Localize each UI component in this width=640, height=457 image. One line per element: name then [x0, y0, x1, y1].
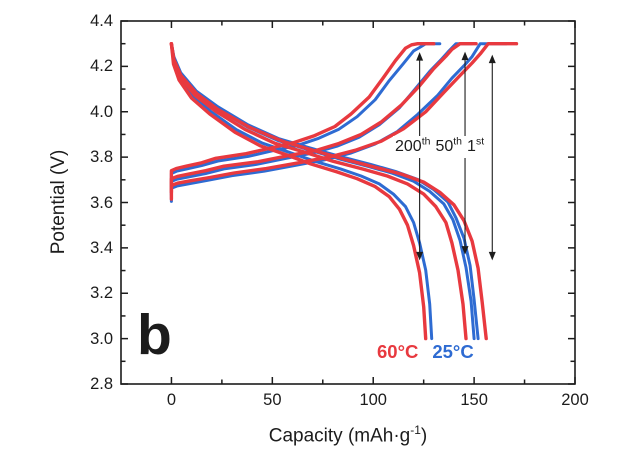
cycle-label-1st: 1st: [467, 136, 485, 156]
y-tick-label: 3.2: [90, 284, 113, 303]
curve-60C-1st-charge: [169, 42, 519, 201]
x-tick-label: 50: [263, 391, 282, 409]
y-tick-label: 3.6: [90, 193, 113, 212]
legend: 60°C 25°C: [377, 341, 474, 363]
x-axis-title-close: ): [420, 425, 428, 447]
cycle-arrowhead-up-1: [461, 51, 469, 61]
curve-60C-50th-discharge: [169, 42, 468, 341]
curve-60C-200th-discharge: [169, 42, 428, 341]
y-tick-label: 3.4: [90, 238, 113, 257]
y-tick-label: 4.0: [90, 102, 113, 121]
y-tick-label: 3.0: [90, 329, 113, 348]
curve-25C-200th-discharge: [169, 42, 434, 341]
y-tick-label: 4.4: [90, 12, 113, 30]
x-tick-label: 100: [359, 391, 387, 409]
y-tick-label: 4.2: [90, 57, 113, 76]
legend-item-60c: 60°C: [377, 341, 419, 362]
curve-60C-1st-discharge: [169, 42, 488, 341]
cycle-arrowhead-down-1: [461, 246, 469, 255]
y-axis-title: Potential (V): [48, 149, 69, 255]
curve-60C-200th-charge: [169, 42, 436, 187]
cycle-arrowhead-down-0: [416, 251, 424, 261]
x-axis-title-superscript: -1: [410, 423, 421, 437]
cycle-arrowhead-up-2: [488, 54, 496, 64]
cycle-label-50th: 50th: [435, 136, 463, 156]
plot-frame: [120, 20, 576, 385]
panel-label: b: [137, 303, 172, 367]
cycle-annotation: 200th 50th 1st: [393, 136, 487, 159]
cycle-arrowhead-down-2: [488, 251, 496, 261]
curve-25C-200th-charge: [169, 42, 442, 189]
y-tick-label: 2.8: [90, 375, 113, 393]
y-tick-label: 3.8: [90, 148, 113, 167]
x-axis-title: Capacity (mAh·g-1): [228, 423, 468, 447]
x-tick-label: 0: [166, 391, 177, 409]
x-tick-label: 150: [460, 391, 488, 409]
x-tick-label: 200: [561, 391, 589, 409]
curve-60C-50th-charge: [169, 42, 478, 195]
curve-25C-1st-discharge: [169, 42, 480, 341]
cycle-label-200th: 200th: [395, 136, 431, 156]
cycle-arrowhead-up-0: [416, 52, 424, 61]
x-axis-title-text: Capacity (mAh·g: [268, 425, 411, 447]
legend-item-25c: 25°C: [432, 341, 474, 362]
